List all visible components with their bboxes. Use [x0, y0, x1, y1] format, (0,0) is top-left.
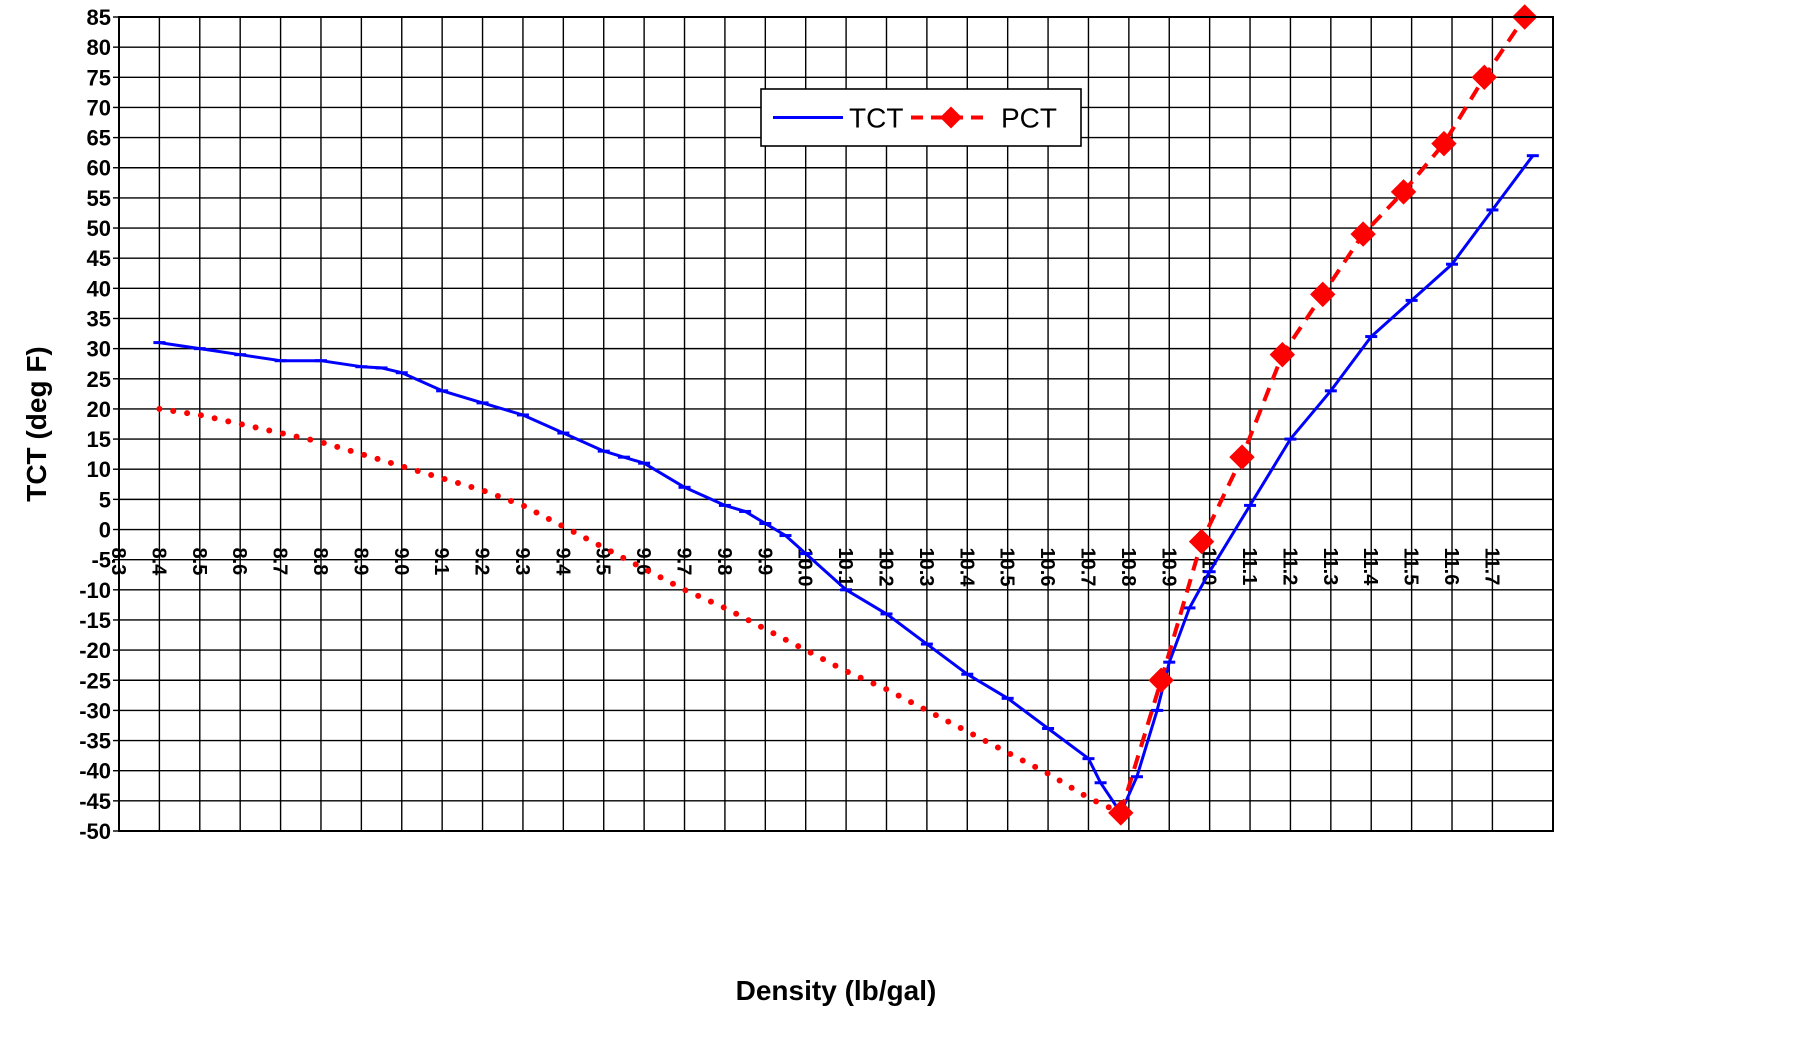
y-tick-label: 60	[87, 156, 111, 181]
x-tick-label: 10.9	[1157, 548, 1179, 587]
legend: TCT PCT	[760, 88, 1082, 147]
x-tick-label: 11.4	[1359, 548, 1381, 587]
data-point-pct	[1350, 221, 1376, 247]
x-tick-label: 10.8	[1117, 548, 1139, 587]
legend-label-pct: PCT	[1001, 103, 1057, 134]
x-tick-label: 11.6	[1440, 548, 1462, 586]
data-point-pct	[1229, 444, 1255, 470]
x-tick-label: 8.7	[269, 548, 291, 576]
x-tick-label: 10.2	[874, 548, 896, 587]
series-line-pct	[1118, 15, 1527, 814]
data-point-pct	[1108, 800, 1134, 826]
series-line-pct	[156, 405, 1124, 816]
plot-frame	[118, 16, 1554, 832]
y-tick-label: -45	[79, 789, 111, 814]
y-tick-label: 5	[99, 487, 111, 512]
y-tick-label: 75	[87, 65, 111, 90]
y-tick-label: -40	[79, 759, 111, 784]
y-tick-label: 10	[87, 457, 111, 482]
y-tick-label: -30	[79, 698, 111, 723]
x-tick-label: 9.1	[430, 548, 452, 576]
y-tick-labels: -50-45-40-35-30-25-20-15-10-505101520253…	[79, 5, 111, 844]
y-tick-label: 65	[87, 126, 111, 151]
x-tick-label: 8.8	[309, 548, 331, 576]
data-point-pct	[1431, 130, 1457, 157]
x-tick-label: 10.7	[1076, 548, 1098, 587]
legend-marker-pct	[940, 106, 962, 129]
y-tick-label: -5	[91, 548, 111, 573]
y-tick-label: 0	[99, 518, 111, 543]
data-point-pct	[1390, 179, 1417, 205]
x-tick-label: 11.0	[1198, 548, 1220, 586]
x-tick-label: 11.5	[1400, 548, 1422, 586]
x-tick-label: 8.6	[228, 548, 250, 576]
x-tick-label: 8.5	[188, 548, 210, 576]
data-point-pct	[1310, 281, 1336, 308]
y-tick-label: -10	[79, 578, 111, 603]
data-point-pct	[1148, 667, 1174, 693]
y-tick-label: -15	[79, 608, 111, 633]
x-tick-label: 9.7	[673, 548, 695, 576]
y-tick-label: 80	[87, 35, 111, 60]
x-tick-label: 9.2	[471, 548, 493, 576]
x-tick-label: 11.7	[1480, 548, 1502, 586]
grid	[113, 16, 1553, 832]
y-tick-label: -20	[79, 638, 111, 663]
y-tick-label: 50	[87, 216, 111, 241]
y-tick-label: 30	[87, 337, 111, 362]
x-tick-label: 9.4	[551, 548, 573, 577]
y-tick-label: 15	[87, 427, 111, 452]
x-tick-label: 9.8	[713, 548, 735, 576]
x-tick-label: 10.5	[996, 548, 1018, 587]
y-tick-label: 25	[87, 367, 111, 392]
legend-label-tct: TCT	[849, 103, 903, 134]
x-axis-title: Density (lb/gal)	[736, 975, 937, 1006]
data-point-pct	[1269, 341, 1296, 368]
x-tick-label: 11.1	[1238, 548, 1260, 586]
y-tick-label: 70	[87, 95, 111, 120]
x-tick-label: 9.3	[511, 548, 533, 576]
x-tick-label: 10.4	[955, 548, 977, 588]
y-tick-label: -25	[79, 668, 111, 693]
x-tick-label: 10.1	[834, 548, 856, 587]
y-tick-label: 45	[87, 246, 111, 271]
y-tick-label: 35	[87, 306, 111, 331]
data-point-pct	[1188, 528, 1215, 555]
data-point-pct	[1471, 64, 1498, 91]
y-tick-label: -35	[79, 729, 111, 754]
x-tick-label: 11.3	[1319, 548, 1341, 586]
y-axis-title: TCT (deg F)	[21, 346, 52, 502]
x-tick-labels: 8.3 8.4 8.5 8.6 8.7 8.8 8.9 9.0 9.1 9.2 9.3 9.4 9.5 9…	[107, 548, 1502, 588]
y-tick-label: -50	[79, 819, 111, 844]
x-tick-label: 10.6	[1036, 548, 1058, 587]
x-tick-label: 9.9	[753, 548, 775, 576]
y-tick-label: 85	[87, 5, 111, 30]
x-tick-label: 10.3	[915, 548, 937, 587]
x-tick-label: 11.2	[1278, 548, 1300, 586]
series-layer	[153, 4, 1539, 826]
y-tick-label: 55	[87, 186, 111, 211]
x-tick-label: 9.5	[592, 548, 614, 576]
y-tick-label: 40	[87, 276, 111, 301]
x-tick-label: 8.4	[147, 548, 169, 577]
x-tick-label: 9.0	[390, 548, 412, 576]
x-tick-label: 8.9	[349, 548, 371, 576]
y-tick-label: 20	[87, 397, 111, 422]
